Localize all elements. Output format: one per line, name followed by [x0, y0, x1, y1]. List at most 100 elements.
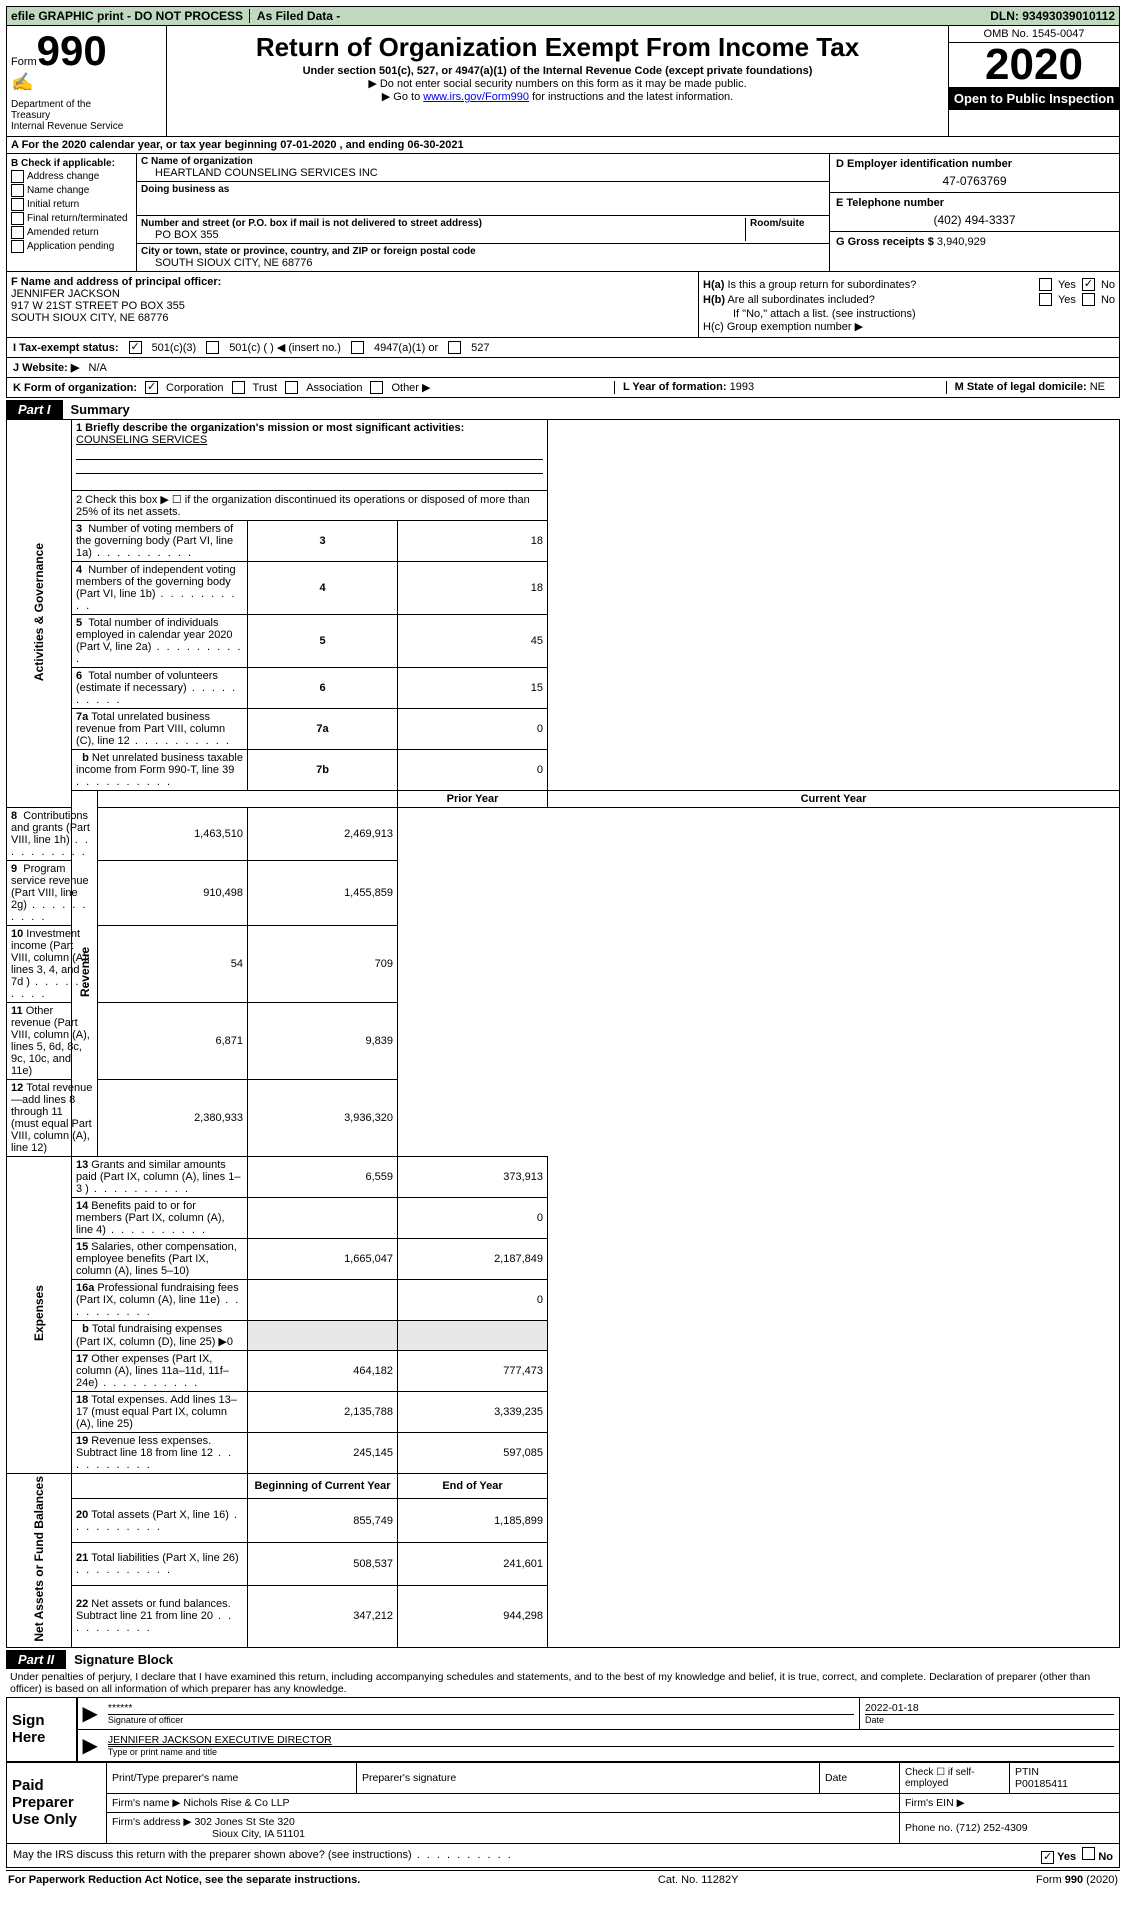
row-16a: 16a Professional fundraising fees (Part …	[72, 1280, 248, 1321]
chk-501c3[interactable]: ✓	[129, 341, 142, 354]
ptin-value: P00185411	[1015, 1778, 1068, 1790]
chk-pending[interactable]	[11, 240, 24, 253]
chk-501c[interactable]	[206, 341, 219, 354]
tab-expenses: Expenses	[32, 1285, 46, 1341]
room-label: Room/suite	[750, 218, 825, 229]
department-label: Department of theTreasuryInternal Revenu…	[11, 99, 162, 132]
hb-yes[interactable]	[1039, 293, 1052, 306]
sig-date: 2022-01-18	[865, 1702, 919, 1714]
chk-assoc[interactable]	[285, 381, 298, 394]
perjury-statement: Under penalties of perjury, I declare th…	[6, 1669, 1120, 1697]
paid-preparer-label: Paid Preparer Use Only	[7, 1762, 107, 1843]
officer-addr2: SOUTH SIOUX CITY, NE 68776	[11, 312, 694, 324]
prep-date-label: Date	[820, 1762, 900, 1793]
firm-city: Sioux City, IA 51101	[112, 1828, 305, 1840]
hc-label: H(c) Group exemption number ▶	[703, 320, 1115, 333]
row-7a: 7a Total unrelated business revenue from…	[72, 709, 248, 750]
c-name-label: C Name of organization	[141, 156, 825, 167]
part-ii-header: Part II Signature Block	[6, 1650, 1120, 1669]
row-21: 21 Total liabilities (Part X, line 26)	[72, 1542, 248, 1585]
section-k: K Form of organization: ✓Corporation Tru…	[6, 378, 1120, 398]
street-value: PO BOX 355	[141, 229, 745, 241]
city-label: City or town, state or province, country…	[141, 246, 825, 257]
row-18: 18 Total expenses. Add lines 13–17 (must…	[72, 1392, 248, 1433]
row-4: 4 Number of independent voting members o…	[72, 562, 248, 615]
row-22: 22 Net assets or fund balances. Subtract…	[72, 1586, 248, 1647]
city-value: SOUTH SIOUX CITY, NE 68776	[141, 257, 825, 269]
section-i: I Tax-exempt status: ✓501(c)(3) 501(c) (…	[6, 338, 1120, 358]
firm-ein-label: Firm's EIN ▶	[900, 1793, 1120, 1812]
chk-name[interactable]	[11, 184, 24, 197]
row-11: 11 Other revenue (Part VIII, column (A),…	[7, 1003, 98, 1080]
gross-value: 3,940,929	[937, 236, 986, 248]
ein-label: D Employer identification number	[836, 158, 1113, 170]
prep-name-label: Print/Type preparer's name	[107, 1762, 357, 1793]
firm-addr: 302 Jones St Ste 320	[194, 1816, 294, 1828]
ha-no[interactable]: ✓	[1082, 278, 1095, 291]
chk-other[interactable]	[370, 381, 383, 394]
row-3: 3 Number of voting members of the govern…	[72, 521, 248, 562]
ha-yes[interactable]	[1039, 278, 1052, 291]
chk-4947[interactable]	[351, 341, 364, 354]
form-title: Return of Organization Exempt From Incom…	[171, 32, 944, 63]
paperwork-notice: For Paperwork Reduction Act Notice, see …	[8, 1874, 360, 1886]
tab-net: Net Assets or Fund Balances	[32, 1476, 46, 1642]
org-name: HEARTLAND COUNSELING SERVICES INC	[141, 167, 825, 179]
chk-527[interactable]	[448, 341, 461, 354]
row-12: 12 Total revenue—add lines 8 through 11 …	[7, 1080, 98, 1157]
row-17: 17 Other expenses (Part IX, column (A), …	[72, 1351, 248, 1392]
as-filed-label: As Filed Data -	[257, 9, 346, 23]
ein-value: 47-0763769	[836, 170, 1113, 188]
mission-text: COUNSELING SERVICES	[76, 434, 207, 446]
sig-date-label: Date	[865, 1714, 1114, 1725]
row-15: 15 Salaries, other compensation, employe…	[72, 1239, 248, 1280]
row-9: 9 Program service revenue (Part VIII, li…	[7, 861, 98, 926]
officer-addr1: 917 W 21ST STREET PO BOX 355	[11, 300, 694, 312]
section-fh: F Name and address of principal officer:…	[6, 272, 1120, 338]
officer-name-title: JENNIFER JACKSON EXECUTIVE DIRECTOR	[108, 1734, 332, 1746]
form-subtitle: Under section 501(c), 527, or 4947(a)(1)…	[171, 65, 944, 77]
chk-initial[interactable]	[11, 198, 24, 211]
form-number: 990	[37, 27, 107, 74]
firm-name: Nichols Rise & Co LLP	[183, 1797, 289, 1809]
chk-amended[interactable]	[11, 226, 24, 239]
check-self-employed: Check ☐ if self-employed	[900, 1762, 1010, 1793]
sig-officer-label: Signature of officer	[108, 1714, 854, 1725]
hb-no[interactable]	[1082, 293, 1095, 306]
sig-stars: ******	[108, 1702, 133, 1714]
discuss-no[interactable]	[1082, 1847, 1095, 1860]
discuss-yes[interactable]: ✓	[1041, 1851, 1054, 1864]
dln-value: 93493039010112	[1022, 9, 1115, 23]
chk-final[interactable]	[11, 212, 24, 225]
irs-link[interactable]: www.irs.gov/Form990	[423, 91, 529, 103]
street-label: Number and street (or P.O. box if mail i…	[141, 218, 745, 229]
open-public-badge: Open to Public Inspection	[949, 87, 1119, 110]
tel-value: (402) 494-3337	[836, 209, 1113, 227]
boy-hdr: Beginning of Current Year	[248, 1474, 398, 1499]
tab-revenue: Revenue	[78, 947, 92, 997]
chk-address[interactable]	[11, 170, 24, 183]
tax-year: 2020	[949, 43, 1119, 87]
current-year-hdr: Current Year	[548, 791, 1120, 808]
chk-corp[interactable]: ✓	[145, 381, 158, 394]
firm-phone: (712) 252-4309	[956, 1822, 1028, 1834]
eoy-hdr: End of Year	[398, 1474, 548, 1499]
efile-label: efile GRAPHIC print - DO NOT PROCESS	[11, 9, 250, 23]
chk-trust[interactable]	[232, 381, 245, 394]
top-bar: efile GRAPHIC print - DO NOT PROCESS As …	[6, 6, 1120, 26]
row-20: 20 Total assets (Part X, line 16)	[72, 1499, 248, 1542]
preparer-table: Paid Preparer Use Only Print/Type prepar…	[6, 1762, 1120, 1844]
row-16b: b Total fundraising expenses (Part IX, c…	[72, 1321, 248, 1351]
prior-year-hdr: Prior Year	[398, 791, 548, 808]
row-14: 14 Benefits paid to or for members (Part…	[72, 1198, 248, 1239]
part-i-header: Part I Summary	[6, 400, 1120, 419]
sign-here-label: Sign Here	[7, 1697, 77, 1761]
form-ref: Form 990 (2020)	[1036, 1874, 1118, 1886]
form-word: Form	[11, 56, 37, 68]
form-note-2: ▶ Go to www.irs.gov/Form990 for instruct…	[171, 90, 944, 103]
page-footer: For Paperwork Reduction Act Notice, see …	[6, 1870, 1120, 1889]
row-5: 5 Total number of individuals employed i…	[72, 615, 248, 668]
line2: 2 Check this box ▶ ☐ if the organization…	[72, 491, 548, 521]
summary-table: Activities & Governance 1 Briefly descri…	[6, 419, 1120, 1648]
row-8: 8 Contributions and grants (Part VIII, l…	[7, 808, 98, 861]
